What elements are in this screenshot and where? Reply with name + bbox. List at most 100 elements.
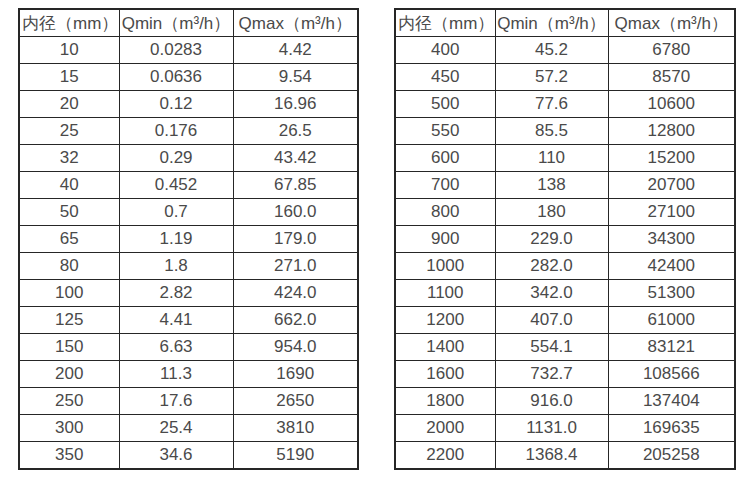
page: 内径（mm）Qmin（m³/h）Qmax（m³/h） 100.02834.421… — [0, 0, 750, 470]
table-row: 400.45267.85 — [19, 172, 358, 199]
table-cell-qmax: 6780 — [608, 37, 735, 64]
table-cell-qmin: 0.176 — [119, 118, 233, 145]
table-cell-qmax: 26.5 — [233, 118, 358, 145]
table-cell-qmin: 1131.0 — [495, 415, 608, 442]
table-cell-diameter: 25 — [19, 118, 119, 145]
table-row: 1506.63954.0 — [19, 334, 358, 361]
table-cell-diameter: 1000 — [395, 253, 495, 280]
table-row: 1002.82424.0 — [19, 280, 358, 307]
table-row: 35034.65190 — [19, 442, 358, 470]
table-cell-diameter: 1800 — [395, 388, 495, 415]
table-row: 1200407.061000 — [395, 307, 735, 334]
table-cell-diameter: 2000 — [395, 415, 495, 442]
table-cell-qmin: 6.63 — [119, 334, 233, 361]
table-body: 40045.2678045057.2857050077.61060055085.… — [395, 37, 735, 470]
table-cell-diameter: 100 — [19, 280, 119, 307]
table-cell-qmin: 57.2 — [495, 64, 608, 91]
table-cell-qmax: 16.96 — [233, 91, 358, 118]
table-cell-qmax: 169635 — [608, 415, 735, 442]
table-cell-diameter: 600 — [395, 145, 495, 172]
table-cell-qmin: 138 — [495, 172, 608, 199]
table-cell-qmax: 83121 — [608, 334, 735, 361]
column-header-qmin: Qmin（m³/h） — [495, 9, 608, 37]
table-row: 500.7160.0 — [19, 199, 358, 226]
table-cell-diameter: 50 — [19, 199, 119, 226]
table-row: 30025.43810 — [19, 415, 358, 442]
table-cell-qmax: 137404 — [608, 388, 735, 415]
table-cell-qmin: 342.0 — [495, 280, 608, 307]
table-cell-qmax: 2650 — [233, 388, 358, 415]
table-cell-qmax: 9.54 — [233, 64, 358, 91]
table-cell-diameter: 65 — [19, 226, 119, 253]
table-row: 320.2943.42 — [19, 145, 358, 172]
table-cell-diameter: 800 — [395, 199, 495, 226]
table-cell-qmin: 229.0 — [495, 226, 608, 253]
table-cell-qmin: 0.7 — [119, 199, 233, 226]
table-cell-diameter: 1400 — [395, 334, 495, 361]
table-cell-qmin: 0.0636 — [119, 64, 233, 91]
table-cell-qmax: 15200 — [608, 145, 735, 172]
table-row: 55085.512800 — [395, 118, 735, 145]
table-cell-qmin: 0.0283 — [119, 37, 233, 64]
table-cell-qmin: 0.12 — [119, 91, 233, 118]
table-cell-qmax: 424.0 — [233, 280, 358, 307]
table-row: 70013820700 — [395, 172, 735, 199]
table-row: 1254.41662.0 — [19, 307, 358, 334]
table-row: 22001368.4205258 — [395, 442, 735, 470]
column-header-qmax: Qmax（m³/h） — [233, 9, 358, 37]
table-cell-qmin: 34.6 — [119, 442, 233, 470]
table-cell-diameter: 125 — [19, 307, 119, 334]
table-cell-diameter: 700 — [395, 172, 495, 199]
table-cell-diameter: 10 — [19, 37, 119, 64]
table-cell-qmin: 0.452 — [119, 172, 233, 199]
table-cell-diameter: 80 — [19, 253, 119, 280]
table-row: 801.8271.0 — [19, 253, 358, 280]
table-row: 20001131.0169635 — [395, 415, 735, 442]
table-cell-qmax: 3810 — [233, 415, 358, 442]
table-row: 60011015200 — [395, 145, 735, 172]
table-header: 内径（mm）Qmin（m³/h）Qmax（m³/h） — [395, 9, 735, 37]
table-cell-qmax: 67.85 — [233, 172, 358, 199]
table-cell-qmin: 85.5 — [495, 118, 608, 145]
table-row: 150.06369.54 — [19, 64, 358, 91]
table-row: 250.17626.5 — [19, 118, 358, 145]
table-cell-qmax: 8570 — [608, 64, 735, 91]
table-cell-qmin: 45.2 — [495, 37, 608, 64]
table-cell-qmin: 1.19 — [119, 226, 233, 253]
table-cell-qmin: 77.6 — [495, 91, 608, 118]
table-cell-qmax: 27100 — [608, 199, 735, 226]
table-row: 651.19179.0 — [19, 226, 358, 253]
table-cell-qmin: 2.82 — [119, 280, 233, 307]
table-row: 900229.034300 — [395, 226, 735, 253]
table-cell-qmax: 954.0 — [233, 334, 358, 361]
column-header-qmax: Qmax（m³/h） — [608, 9, 735, 37]
table-cell-qmax: 1690 — [233, 361, 358, 388]
table-body: 100.02834.42150.06369.54200.1216.96250.1… — [19, 37, 358, 470]
table-row: 100.02834.42 — [19, 37, 358, 64]
table-row: 40045.26780 — [395, 37, 735, 64]
table-row: 1600732.7108566 — [395, 361, 735, 388]
column-header-diameter: 内径（mm） — [19, 9, 119, 37]
table-row: 1100342.051300 — [395, 280, 735, 307]
table-cell-qmin: 0.29 — [119, 145, 233, 172]
table-cell-qmin: 732.7 — [495, 361, 608, 388]
table-cell-qmin: 1.8 — [119, 253, 233, 280]
table-cell-diameter: 450 — [395, 64, 495, 91]
table-header-row: 内径（mm）Qmin（m³/h）Qmax（m³/h） — [19, 9, 358, 37]
table-cell-qmin: 407.0 — [495, 307, 608, 334]
table-cell-qmax: 271.0 — [233, 253, 358, 280]
table-cell-qmax: 20700 — [608, 172, 735, 199]
table-cell-qmin: 17.6 — [119, 388, 233, 415]
flow-table-right: 内径（mm）Qmin（m³/h）Qmax（m³/h） 40045.2678045… — [394, 8, 736, 470]
table-cell-qmax: 205258 — [608, 442, 735, 470]
table-cell-qmin: 554.1 — [495, 334, 608, 361]
table-cell-diameter: 150 — [19, 334, 119, 361]
table-cell-diameter: 300 — [19, 415, 119, 442]
table-cell-qmin: 4.41 — [119, 307, 233, 334]
table-row: 1400554.183121 — [395, 334, 735, 361]
table-cell-qmax: 61000 — [608, 307, 735, 334]
table-cell-qmin: 916.0 — [495, 388, 608, 415]
table-cell-qmax: 10600 — [608, 91, 735, 118]
table-cell-diameter: 1600 — [395, 361, 495, 388]
table-row: 1000282.042400 — [395, 253, 735, 280]
